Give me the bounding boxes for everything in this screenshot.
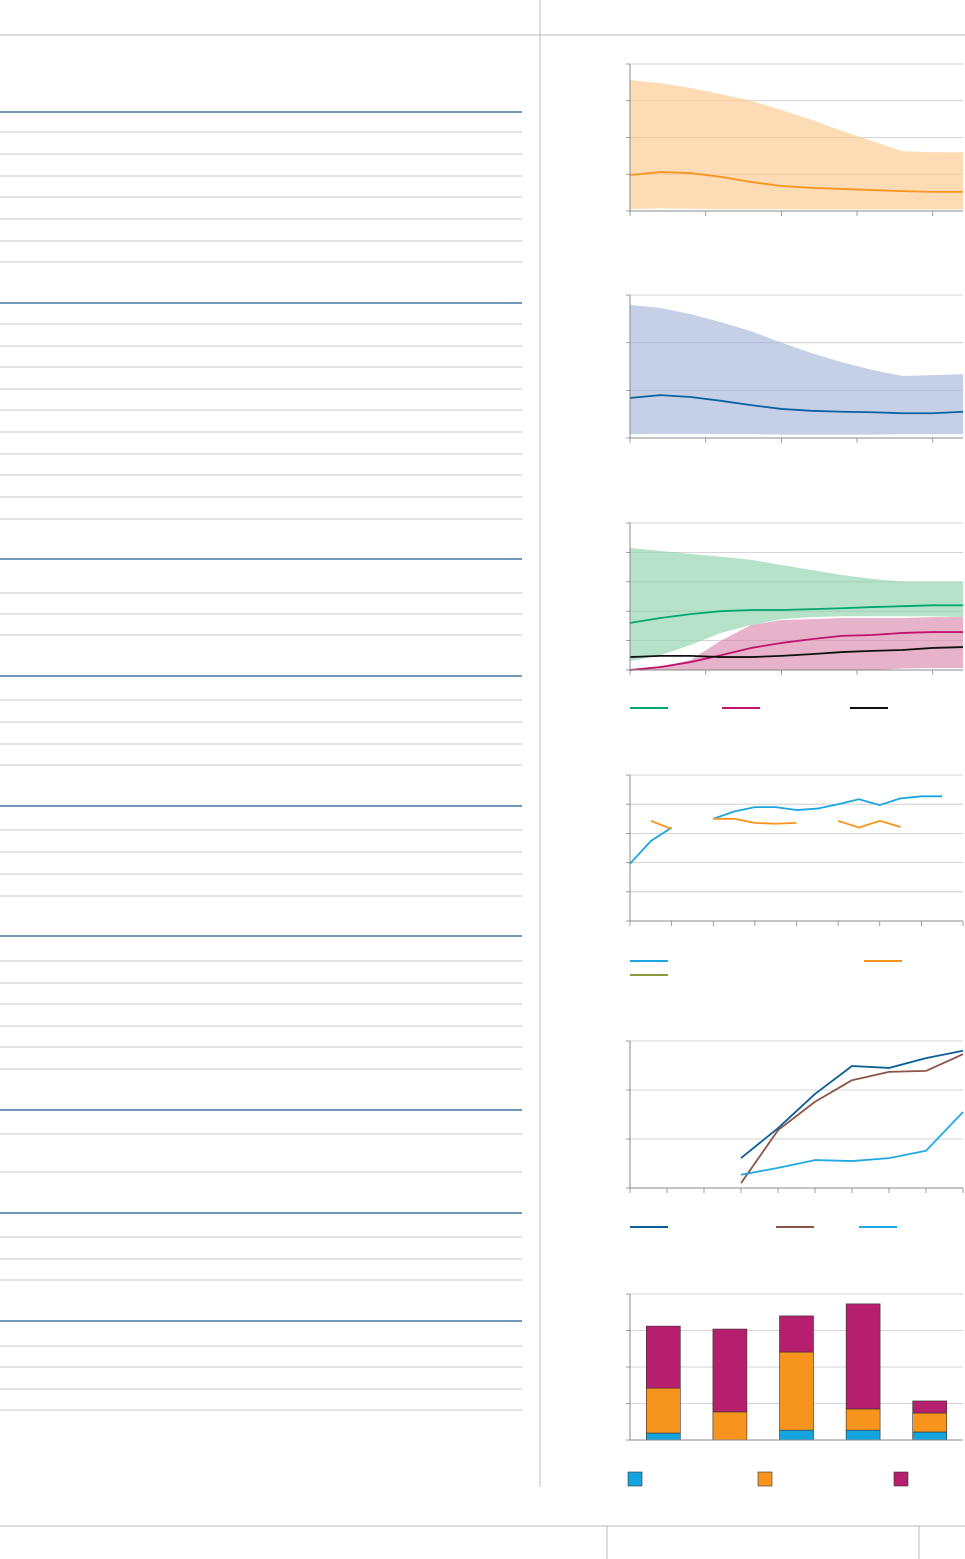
series-line: [837, 819, 901, 829]
bar-segment: [712, 1328, 748, 1413]
bar-segment: [645, 1432, 681, 1441]
chart: [626, 1293, 963, 1487]
bar-segment: [779, 1351, 814, 1431]
band-area: [630, 305, 963, 435]
series-line: [650, 820, 672, 830]
bar-segment: [779, 1429, 814, 1441]
chart: [626, 294, 964, 443]
charts: [626, 63, 964, 1487]
series-line: [712, 795, 943, 820]
series-line: [629, 631, 963, 671]
series-line: [629, 646, 964, 658]
bar-segment: [912, 1412, 948, 1433]
legend-swatch: [627, 1471, 643, 1487]
series-line: [629, 826, 673, 865]
bar-segment: [845, 1408, 881, 1431]
chart: [626, 63, 963, 216]
bar-segment: [779, 1315, 814, 1353]
band-area: [630, 80, 963, 210]
series-line: [629, 604, 963, 624]
series-line: [713, 817, 797, 825]
series-line: [740, 1049, 964, 1159]
bar-segment: [845, 1303, 881, 1410]
bar-segment: [845, 1429, 881, 1441]
bar-segment: [645, 1325, 681, 1389]
bar-segment: [912, 1431, 948, 1441]
chart: [626, 1040, 964, 1228]
legend-swatch: [757, 1471, 773, 1487]
bar-segment: [645, 1387, 681, 1434]
series-line: [629, 171, 963, 193]
series-line: [740, 1053, 964, 1184]
series-line: [740, 1111, 964, 1176]
legend-swatch: [893, 1471, 909, 1487]
chart: [626, 522, 964, 709]
series-line: [629, 394, 964, 415]
bar-segment: [912, 1400, 948, 1414]
band-area: [630, 547, 963, 662]
bar-segment: [712, 1411, 748, 1441]
table-rules: [0, 111, 522, 1411]
chart: [626, 774, 964, 976]
